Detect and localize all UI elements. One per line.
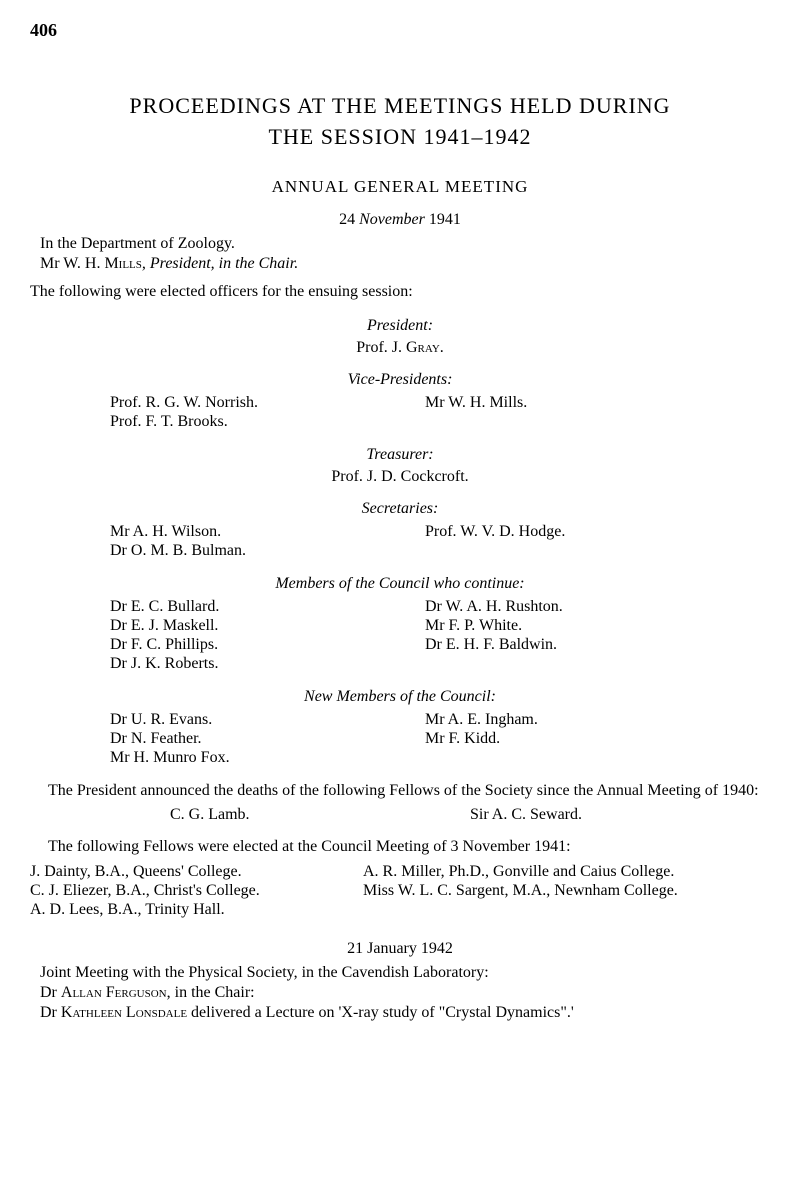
date-month: January — [367, 940, 417, 957]
new-item: Dr N. Feather. — [110, 730, 425, 748]
vp-item: Prof. F. T. Brooks. — [110, 413, 425, 431]
cont-item: Dr F. C. Phillips. — [110, 636, 425, 654]
new-item: Mr A. E. Ingham. — [425, 711, 740, 729]
lecture-prefix: Dr — [40, 1004, 61, 1021]
sec-item: Mr A. H. Wilson. — [110, 523, 425, 541]
treasurer-heading: Treasurer: — [30, 446, 770, 464]
lecture-line: Dr Kathleen Lonsdale delivered a Lecture… — [30, 1004, 770, 1022]
elected-left-col: J. Dainty, B.A., Queens' College. C. J. … — [30, 862, 363, 920]
treasurer-name: Prof. J. D. Cockcroft. — [30, 468, 770, 486]
continue-heading: Members of the Council who continue: — [30, 575, 770, 593]
continue-list: Dr E. C. Bullard. Dr E. J. Maskell. Dr F… — [30, 597, 770, 674]
vp-item: Mr W. H. Mills. — [425, 394, 740, 412]
cont-item: Dr E. J. Maskell. — [110, 617, 425, 635]
meeting-2-date: 21 January 1942 — [30, 940, 770, 958]
president-name: Prof. J. Gray. — [30, 339, 770, 357]
vp-left-col: Prof. R. G. W. Norrish. Prof. F. T. Broo… — [110, 393, 425, 432]
sec-item: Dr O. M. B. Bulman. — [110, 542, 425, 560]
date-day: 21 — [347, 940, 363, 957]
lecture-suffix: delivered a Lecture on 'X-ray study of "… — [187, 1004, 574, 1021]
cont-item: Dr E. C. Bullard. — [110, 598, 425, 616]
death-item: C. G. Lamb. — [170, 806, 470, 824]
title-line-2: THE SESSION 1941–1942 — [268, 124, 531, 149]
new-left-col: Dr U. R. Evans. Dr N. Feather. Mr H. Mun… — [110, 710, 425, 768]
chair-role: , President, in the Chair. — [142, 255, 298, 272]
elected-fellows-list: J. Dainty, B.A., Queens' College. C. J. … — [30, 862, 770, 920]
new-members-list: Dr U. R. Evans. Dr N. Feather. Mr H. Mun… — [30, 710, 770, 768]
vp-right-col: Mr W. H. Mills. — [425, 393, 740, 432]
cont-item: Mr F. P. White. — [425, 617, 740, 635]
cont-item: Dr E. H. F. Baldwin. — [425, 636, 740, 654]
elected-right-col: A. R. Miller, Ph.D., Gonville and Caius … — [363, 862, 770, 920]
meeting-location: In the Department of Zoology. — [30, 235, 770, 253]
cont-item: Dr J. K. Roberts. — [110, 655, 425, 673]
new-item: Mr F. Kidd. — [425, 730, 740, 748]
lecture-name: Kathleen Lonsdale — [61, 1004, 187, 1021]
sec-item: Prof. W. V. D. Hodge. — [425, 523, 740, 541]
president-prefix: Prof. J. — [356, 339, 406, 356]
president-heading: President: — [30, 317, 770, 335]
chair-surname: Mills — [104, 255, 141, 272]
death-item: Sir A. C. Seward. — [470, 806, 770, 824]
meeting-1-date: 24 November 1941 — [30, 211, 770, 229]
chair-line: Dr Allan Ferguson, in the Chair: — [30, 984, 770, 1002]
main-title: PROCEEDINGS AT THE MEETINGS HELD DURING … — [30, 91, 770, 153]
date-year: 1942 — [421, 940, 453, 957]
date-day: 24 — [339, 211, 355, 228]
deaths-intro: The President announced the deaths of th… — [30, 782, 770, 800]
elected-item: A. R. Miller, Ph.D., Gonville and Caius … — [363, 863, 770, 881]
date-year: 1941 — [429, 211, 461, 228]
deaths-list: C. G. Lamb. Sir A. C. Seward. — [30, 806, 770, 824]
vp-heading: Vice-Presidents: — [30, 371, 770, 389]
date-month: November — [359, 211, 425, 228]
vp-item: Prof. R. G. W. Norrish. — [110, 394, 425, 412]
chair-suffix: , in the Chair: — [167, 984, 255, 1001]
title-line-1: PROCEEDINGS AT THE MEETINGS HELD DURING — [129, 93, 670, 118]
cont-left-col: Dr E. C. Bullard. Dr E. J. Maskell. Dr F… — [110, 597, 425, 674]
sec-right-col: Prof. W. V. D. Hodge. — [425, 522, 740, 561]
new-right-col: Mr A. E. Ingham. Mr F. Kidd. — [425, 710, 740, 768]
secretaries-list: Mr A. H. Wilson. Dr O. M. B. Bulman. Pro… — [30, 522, 770, 561]
elected-item: A. D. Lees, B.A., Trinity Hall. — [30, 901, 363, 919]
elected-item: C. J. Eliezer, B.A., Christ's College. — [30, 882, 363, 900]
chair-prefix: Mr W. H. — [40, 255, 104, 272]
subtitle: ANNUAL GENERAL MEETING — [30, 177, 770, 197]
chair-name: Allan Ferguson — [61, 984, 167, 1001]
new-item: Dr U. R. Evans. — [110, 711, 425, 729]
cont-item: Dr W. A. H. Rushton. — [425, 598, 740, 616]
chair-prefix: Dr — [40, 984, 61, 1001]
vp-list: Prof. R. G. W. Norrish. Prof. F. T. Broo… — [30, 393, 770, 432]
elected-item: J. Dainty, B.A., Queens' College. — [30, 863, 363, 881]
elected-item: Miss W. L. C. Sargent, M.A., Newnham Col… — [363, 882, 770, 900]
cont-right-col: Dr W. A. H. Rushton. Mr F. P. White. Dr … — [425, 597, 740, 674]
new-members-heading: New Members of the Council: — [30, 688, 770, 706]
sec-left-col: Mr A. H. Wilson. Dr O. M. B. Bulman. — [110, 522, 425, 561]
elected-intro: The following were elected officers for … — [30, 283, 770, 301]
president-surname: Gray. — [406, 339, 444, 356]
secretaries-heading: Secretaries: — [30, 500, 770, 518]
page-number: 406 — [30, 20, 770, 41]
meeting-chair: Mr W. H. Mills, President, in the Chair. — [30, 255, 770, 273]
elected-fellows-intro: The following Fellows were elected at th… — [30, 838, 770, 856]
joint-meeting-line: Joint Meeting with the Physical Society,… — [30, 964, 770, 982]
new-item: Mr H. Munro Fox. — [110, 749, 425, 767]
